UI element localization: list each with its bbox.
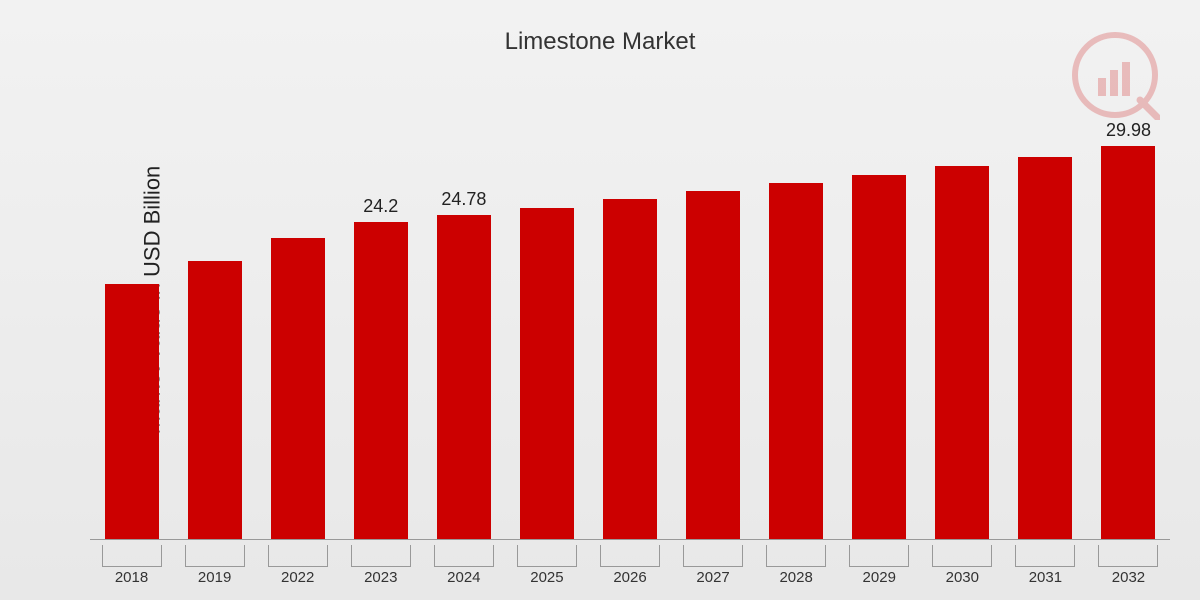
x-category-label: 2029 [849,569,909,586]
bar-slot: 2027 [672,120,755,539]
x-category-label: 2023 [351,569,411,586]
bar [1101,146,1155,539]
bar-slot: 24.782024 [422,120,505,539]
x-tick-bracket [1098,545,1158,567]
bar-value-label: 24.78 [422,189,505,210]
bar-slot: 2025 [505,120,588,539]
x-tick-bracket [849,545,909,567]
chart-plot-area: 20182019202224.2202324.78202420252026202… [90,120,1170,540]
x-category-label: 2024 [434,569,494,586]
chart-title: Limestone Market [0,0,1200,56]
watermark-logo-icon [1070,30,1160,125]
x-category-label: 2018 [102,569,162,586]
x-tick-bracket [185,545,245,567]
x-category-label: 2030 [932,569,992,586]
bar-value-label: 29.98 [1087,120,1170,141]
bar [271,238,325,539]
x-category-label: 2022 [268,569,328,586]
bar-slot: 2031 [1004,120,1087,539]
bar [520,208,574,539]
bar [935,166,989,539]
x-tick-bracket [683,545,743,567]
bar-slot: 2029 [838,120,921,539]
x-tick-bracket [766,545,826,567]
bar [686,191,740,539]
x-tick-bracket [268,545,328,567]
bar [105,284,159,539]
bar [354,222,408,539]
bar [188,261,242,539]
bar-slot: 2019 [173,120,256,539]
bar [437,215,491,539]
bars-container: 20182019202224.2202324.78202420252026202… [90,120,1170,540]
bar [603,199,657,539]
bar [852,175,906,539]
bar-slot: 2028 [755,120,838,539]
x-category-label: 2031 [1015,569,1075,586]
x-tick-bracket [932,545,992,567]
x-tick-bracket [1015,545,1075,567]
x-category-label: 2027 [683,569,743,586]
bar-slot: 29.982032 [1087,120,1170,539]
x-tick-bracket [102,545,162,567]
x-category-label: 2026 [600,569,660,586]
x-category-label: 2032 [1098,569,1158,586]
x-tick-bracket [434,545,494,567]
x-category-label: 2025 [517,569,577,586]
x-category-label: 2028 [766,569,826,586]
bar-slot: 2022 [256,120,339,539]
bar [769,183,823,539]
x-tick-bracket [600,545,660,567]
x-tick-bracket [351,545,411,567]
bar-value-label: 24.2 [339,196,422,217]
bar-slot: 2018 [90,120,173,539]
x-category-label: 2019 [185,569,245,586]
bar-slot: 24.22023 [339,120,422,539]
bar-slot: 2030 [921,120,1004,539]
bar-slot: 2026 [588,120,671,539]
bar [1018,157,1072,539]
x-tick-bracket [517,545,577,567]
